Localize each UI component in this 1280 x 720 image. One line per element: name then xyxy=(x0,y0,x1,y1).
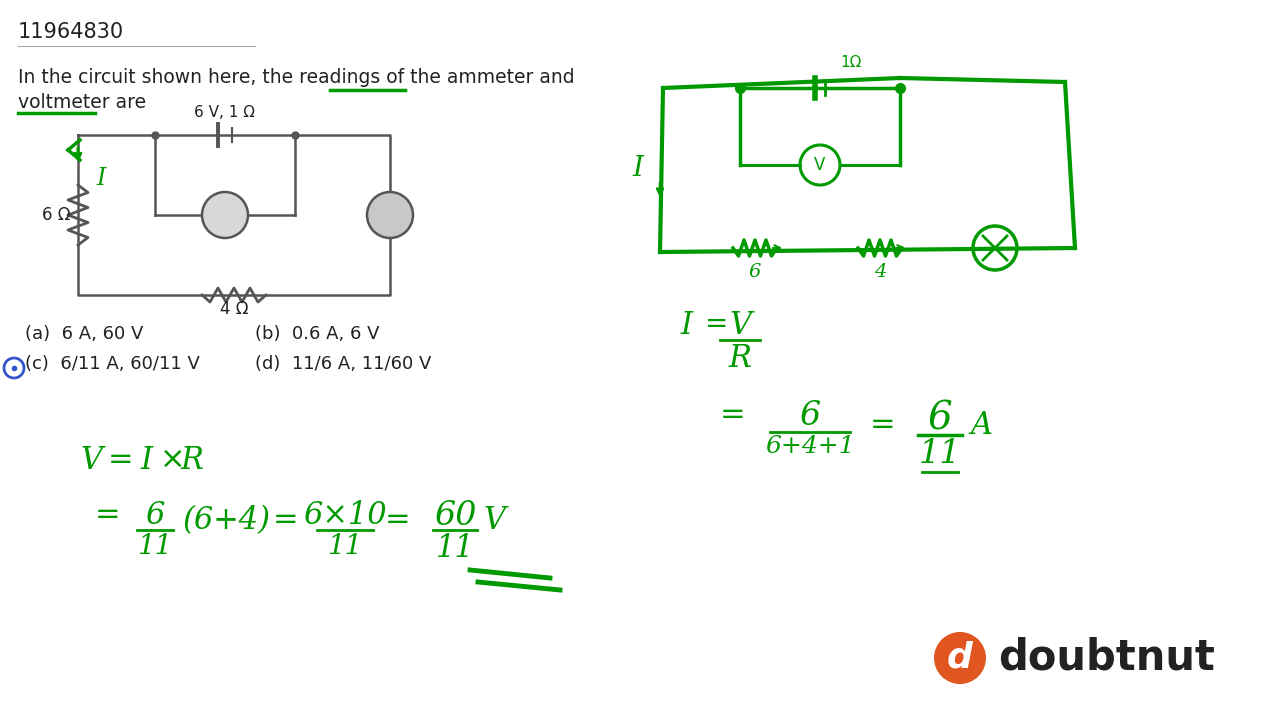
Text: R: R xyxy=(180,445,204,476)
Circle shape xyxy=(202,192,248,238)
Text: =: = xyxy=(385,505,411,534)
Text: I: I xyxy=(96,167,105,190)
Text: 6+4+1: 6+4+1 xyxy=(765,435,855,458)
Text: V: V xyxy=(483,505,506,536)
Text: =: = xyxy=(273,505,298,534)
Text: I: I xyxy=(680,310,692,341)
Text: =: = xyxy=(719,400,746,429)
Text: 6: 6 xyxy=(928,400,952,437)
Text: ×: × xyxy=(160,445,186,474)
Text: 11: 11 xyxy=(919,438,961,470)
Text: V: V xyxy=(730,310,751,341)
Text: (b)  0.6 A, 6 V: (b) 0.6 A, 6 V xyxy=(255,325,379,343)
Text: I: I xyxy=(140,445,152,476)
Text: V: V xyxy=(79,445,102,476)
Circle shape xyxy=(934,632,986,684)
Text: R: R xyxy=(728,343,751,374)
Text: 11: 11 xyxy=(328,533,362,560)
Text: =: = xyxy=(705,310,728,338)
Text: =: = xyxy=(95,500,120,529)
Text: 11: 11 xyxy=(435,533,475,564)
Text: (a)  6 A, 60 V: (a) 6 A, 60 V xyxy=(26,325,143,343)
Text: 6: 6 xyxy=(800,400,820,432)
Text: 4: 4 xyxy=(874,263,886,281)
Text: A: A xyxy=(970,410,992,441)
Text: voltmeter are: voltmeter are xyxy=(18,93,146,112)
Text: In the circuit shown here, the readings of the ammeter and: In the circuit shown here, the readings … xyxy=(18,68,575,87)
Text: 6 Ω: 6 Ω xyxy=(41,206,70,224)
Text: =: = xyxy=(108,445,133,474)
Text: 1Ω: 1Ω xyxy=(840,55,861,70)
Text: =: = xyxy=(870,410,896,439)
Text: V: V xyxy=(814,156,826,174)
Text: 60: 60 xyxy=(434,500,476,532)
Text: (d)  11/6 A, 11/60 V: (d) 11/6 A, 11/60 V xyxy=(255,355,431,373)
Text: I: I xyxy=(632,155,644,181)
Text: V: V xyxy=(218,206,232,224)
Text: 6: 6 xyxy=(749,263,762,281)
Text: (c)  6/11 A, 60/11 V: (c) 6/11 A, 60/11 V xyxy=(26,355,200,373)
Text: 11964830: 11964830 xyxy=(18,22,124,42)
Text: 6 V, 1 Ω: 6 V, 1 Ω xyxy=(195,105,256,120)
Text: 4 Ω: 4 Ω xyxy=(220,300,248,318)
Text: 6×10: 6×10 xyxy=(303,500,387,531)
Text: 6: 6 xyxy=(146,500,165,531)
Text: A: A xyxy=(383,206,397,224)
Text: d: d xyxy=(947,641,973,675)
Text: 11: 11 xyxy=(137,533,173,560)
Text: (6+4): (6+4) xyxy=(183,505,271,536)
Circle shape xyxy=(367,192,413,238)
Text: doubtnut: doubtnut xyxy=(998,637,1215,679)
